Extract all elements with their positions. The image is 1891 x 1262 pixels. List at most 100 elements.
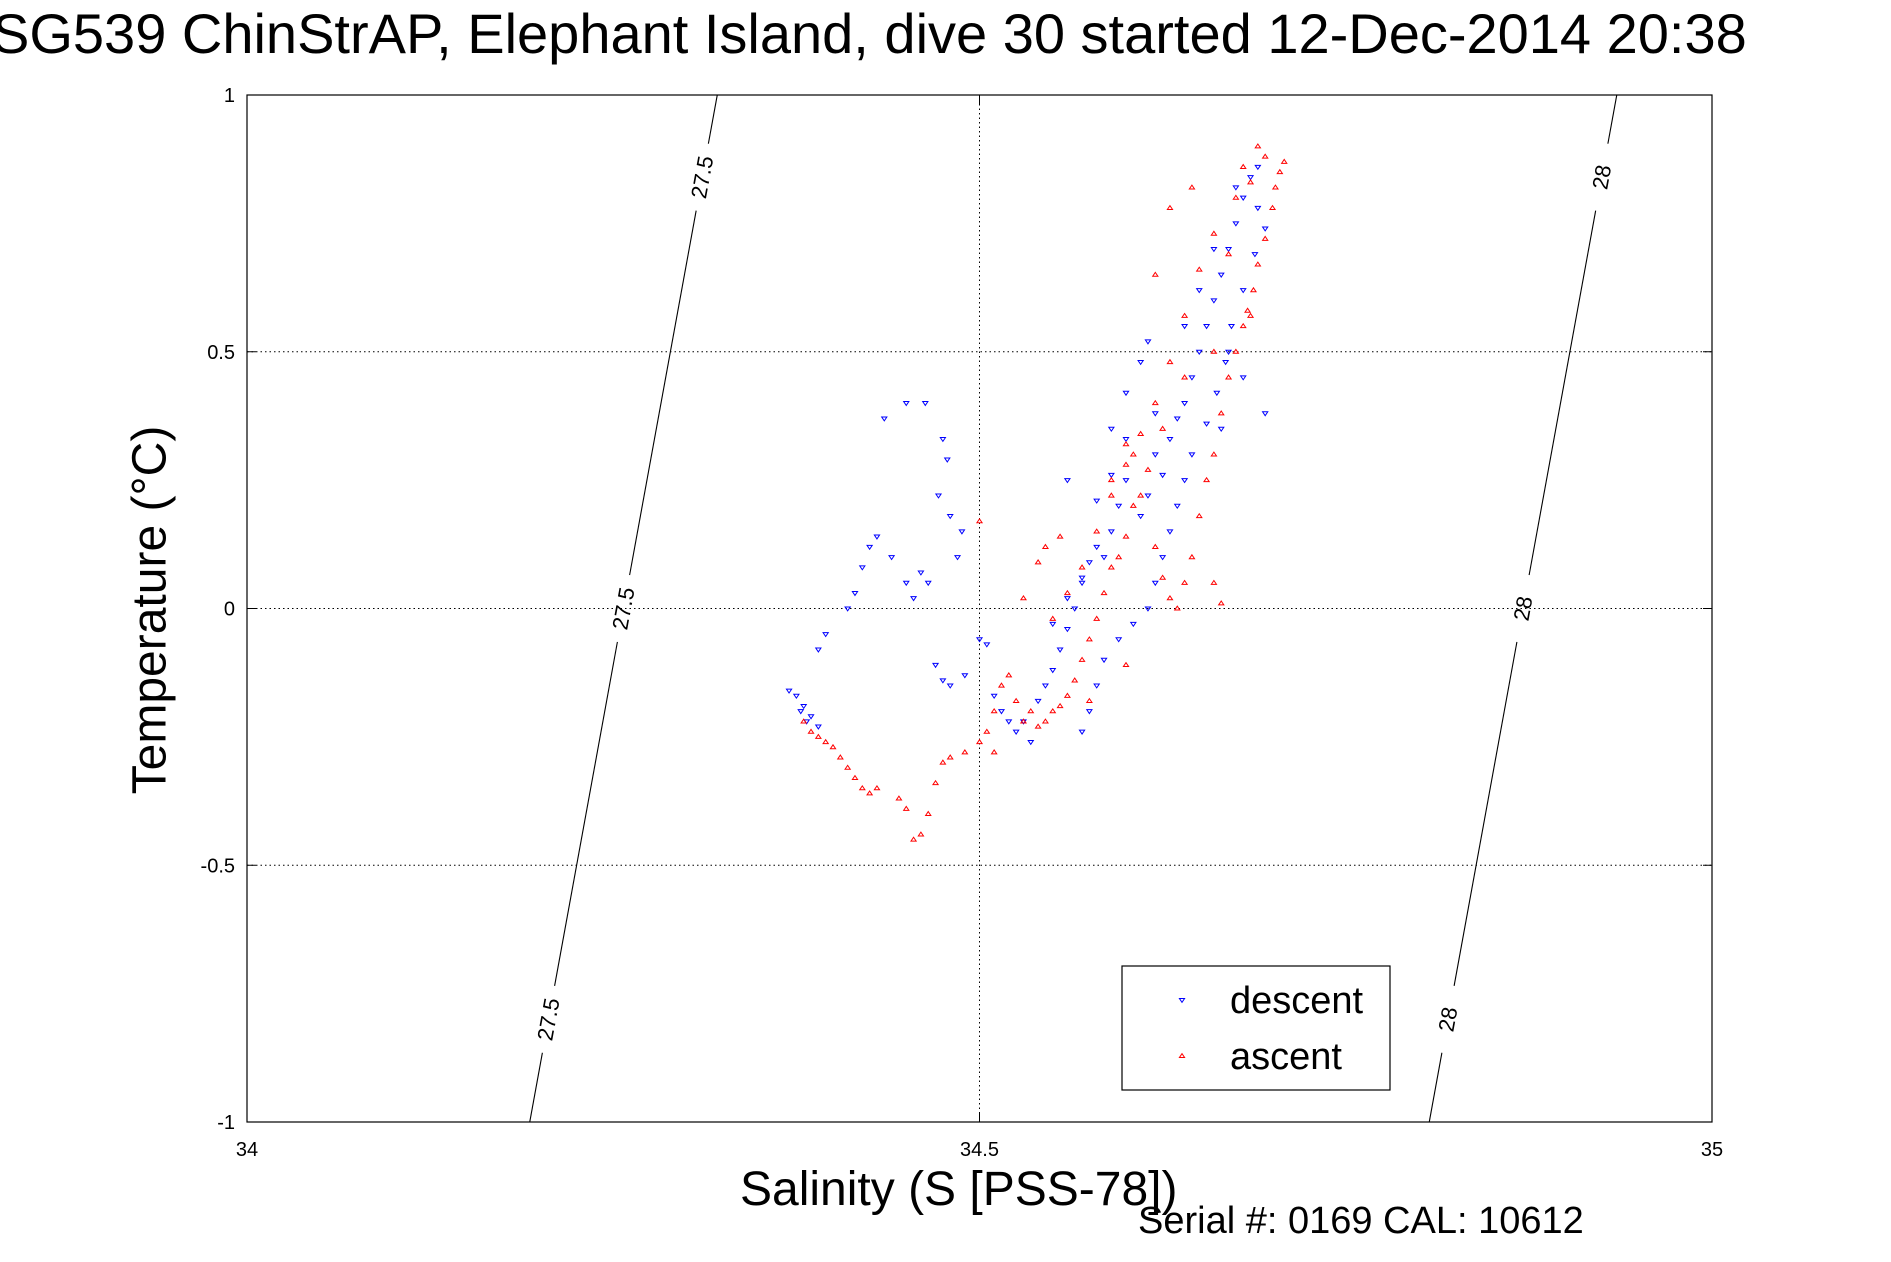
descent-point xyxy=(1137,359,1145,366)
descent-point xyxy=(1151,411,1159,417)
descent-point xyxy=(1144,606,1152,612)
ascent-point xyxy=(917,831,925,837)
ascent-point xyxy=(1100,589,1108,596)
ascent-point xyxy=(1239,322,1247,329)
ascent-point xyxy=(844,764,852,770)
descent-point xyxy=(1239,375,1247,381)
descent-point xyxy=(1085,560,1093,566)
descent-point xyxy=(1254,164,1262,171)
ascent-point xyxy=(990,749,998,755)
ascent-point xyxy=(924,810,932,816)
ascent-point xyxy=(1166,358,1174,365)
descent-point xyxy=(880,416,888,422)
ascent-point xyxy=(983,728,991,734)
descent-point xyxy=(1227,324,1236,330)
ascent-point xyxy=(1107,492,1115,498)
ascent-point xyxy=(1232,194,1240,200)
ascent-point xyxy=(1129,451,1137,457)
ascent-point xyxy=(1137,430,1145,436)
ascent-point xyxy=(814,733,822,739)
ascent-point xyxy=(1203,476,1211,483)
descent-point xyxy=(1129,621,1137,628)
ascent-point xyxy=(975,517,984,524)
descent-point xyxy=(1188,375,1196,381)
descent-point xyxy=(1122,436,1130,443)
ascent-point xyxy=(895,795,903,801)
descent-point xyxy=(1078,575,1086,581)
density-contours: 27.5 27.5 27.5 28 28 28 xyxy=(529,94,1618,1123)
descent-point xyxy=(1166,436,1174,443)
ascent-point xyxy=(1056,702,1064,709)
ascent-point xyxy=(1063,692,1071,698)
descent-point xyxy=(1151,580,1159,587)
ascent-point xyxy=(1019,594,1027,601)
density-contour-line xyxy=(629,210,697,576)
descent-point xyxy=(1049,668,1057,674)
y-tick-label: 1 xyxy=(224,85,235,107)
ascent-point xyxy=(975,738,984,745)
descent-point xyxy=(1225,246,1233,253)
y-tick-label: 0 xyxy=(224,599,235,621)
ascent-point xyxy=(1049,615,1057,621)
density-contour-label: 28 xyxy=(1587,163,1616,192)
density-contour-label: 28 xyxy=(1509,594,1538,623)
ascent-point xyxy=(1244,307,1252,313)
ascent-point xyxy=(1254,143,1262,149)
descent-point xyxy=(1261,411,1269,417)
y-tick-label: -0.5 xyxy=(201,855,235,877)
descent-point xyxy=(1195,349,1203,355)
ascent-point xyxy=(1078,656,1086,662)
descent-point xyxy=(1122,390,1130,397)
ascent-point xyxy=(1122,533,1130,539)
ascent-point xyxy=(1249,286,1257,293)
descent-point xyxy=(1122,478,1130,484)
ascent-point xyxy=(829,743,837,750)
ascent-point xyxy=(1041,718,1049,724)
descent-point xyxy=(1181,401,1189,407)
ascent-point xyxy=(1137,492,1145,498)
descent-point xyxy=(844,606,852,612)
ascent-point xyxy=(1159,425,1167,431)
ascent-point xyxy=(1210,230,1218,236)
ascent-point xyxy=(1261,235,1269,241)
descent-point xyxy=(1005,719,1013,725)
descent-point xyxy=(1056,647,1064,653)
descent-point xyxy=(1173,416,1181,422)
descent-point xyxy=(1239,195,1247,201)
ascent-point xyxy=(1210,579,1218,585)
descent-point xyxy=(1115,637,1123,643)
ascent-point xyxy=(800,718,808,724)
ascent-point xyxy=(858,784,866,791)
descent-point xyxy=(1159,472,1167,479)
ascent-point xyxy=(997,682,1006,688)
density-contour-line xyxy=(1428,1052,1443,1123)
descent-point xyxy=(873,534,881,540)
ascent-point xyxy=(1034,723,1042,729)
x-tick-label: 35 xyxy=(1701,1139,1723,1161)
descent-point xyxy=(858,565,866,571)
ascent-point xyxy=(1107,476,1115,483)
descent-point xyxy=(953,555,962,561)
descent-point xyxy=(1246,175,1255,181)
descent-point xyxy=(1166,529,1174,535)
density-contour-line xyxy=(1453,641,1518,986)
descent-point xyxy=(1063,596,1071,602)
descent-point xyxy=(939,436,947,443)
descent-point xyxy=(1027,739,1035,746)
ascent-point xyxy=(1217,600,1225,606)
ascent-point xyxy=(1166,594,1174,601)
density-contour-label: 28 xyxy=(1434,1005,1463,1034)
ascent-point xyxy=(1151,543,1159,549)
descent-point xyxy=(797,709,805,715)
descent-point xyxy=(1041,683,1049,689)
ascent-point xyxy=(1271,184,1279,190)
descent-point xyxy=(1254,205,1262,212)
ascent-point xyxy=(1246,312,1255,318)
ascent-point xyxy=(1027,707,1035,714)
descent-point xyxy=(946,683,954,689)
descent-point xyxy=(1100,657,1108,664)
descent-point xyxy=(1203,324,1211,330)
descent-point xyxy=(1195,288,1203,294)
ascent-point xyxy=(1188,184,1196,190)
